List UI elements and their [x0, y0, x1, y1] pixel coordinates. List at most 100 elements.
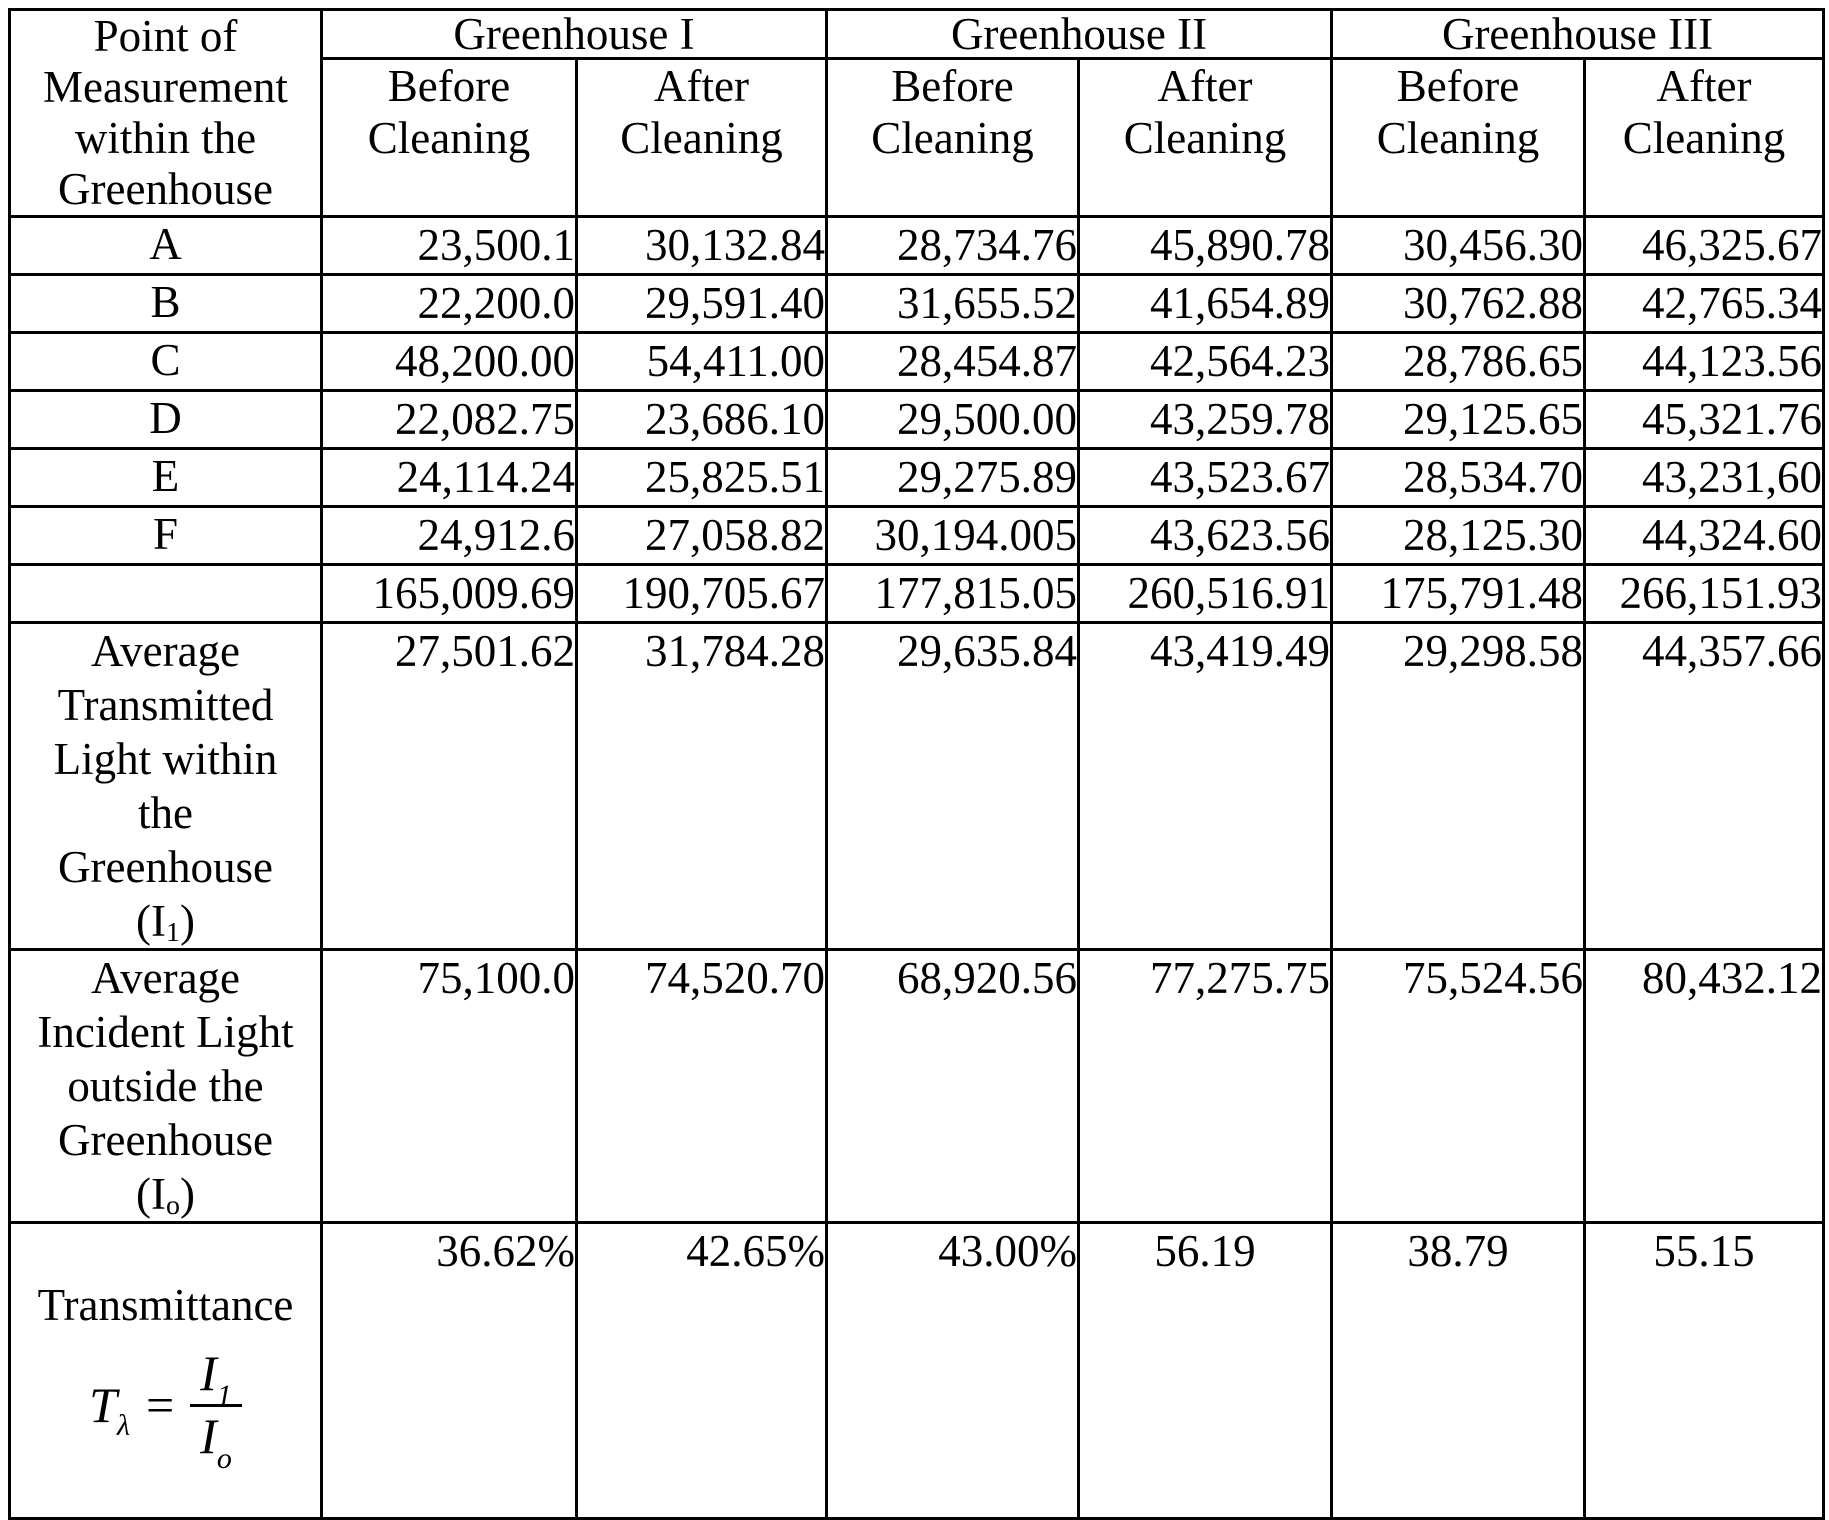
- value-cell: 45,321.76: [1583, 389, 1826, 450]
- value-cell: 42,765.34: [1583, 273, 1826, 334]
- summary-rows: Average Transmitted Light within the Gre…: [8, 621, 1826, 1520]
- group-header-greenhouse-1: Greenhouse I: [320, 8, 828, 60]
- value-cell: 24,114.24: [320, 447, 578, 508]
- avg-incident-row: Average Incident Light outside the Green…: [8, 948, 1826, 1224]
- value-cell: 190,705.67: [575, 563, 828, 624]
- document-page: Point of Measurement within the Greenhou…: [8, 8, 1826, 1520]
- sub-header-before-cleaning: Before Cleaning: [320, 57, 578, 218]
- avg-transmitted-label: Average Transmitted Light within the Gre…: [8, 621, 323, 951]
- value-cell: 44,357.66: [1583, 621, 1826, 951]
- value-cell: 42,564.23: [1076, 331, 1334, 392]
- value-cell: 43,231,60: [1583, 447, 1826, 508]
- sub-header-before-cleaning: Before Cleaning: [825, 57, 1080, 218]
- row-label: A: [8, 215, 323, 276]
- value-cell: 24,912.6: [320, 505, 578, 566]
- value-cell: 22,082.75: [320, 389, 578, 450]
- value-cell: 38.79: [1330, 1221, 1587, 1520]
- corner-header: Point of Measurement within the Greenhou…: [8, 8, 323, 218]
- value-cell: 28,786.65: [1330, 331, 1587, 392]
- value-cell: 36.62%: [320, 1221, 578, 1520]
- value-cell: 48,200.00: [320, 331, 578, 392]
- value-cell: 46,325.67: [1583, 215, 1826, 276]
- value-cell: 28,734.76: [825, 215, 1080, 276]
- transmittance-formula: Tλ = I1 Io: [13, 1346, 319, 1475]
- value-cell: 23,500.1: [320, 215, 578, 276]
- value-cell: 27,501.62: [320, 621, 578, 951]
- group-header-greenhouse-3: Greenhouse III: [1330, 8, 1826, 60]
- value-cell: 42.65%: [575, 1221, 828, 1520]
- value-cell: 27,058.82: [575, 505, 828, 566]
- value-cell: 175,791.48: [1330, 563, 1587, 624]
- value-cell: 56.19: [1076, 1221, 1334, 1520]
- value-cell: 45,890.78: [1076, 215, 1334, 276]
- table-row: C 48,200.00 54,411.00 28,454.87 42,564.23 28,…: [8, 331, 1826, 392]
- value-cell: 266,151.93: [1583, 563, 1826, 624]
- value-cell: 28,454.87: [825, 331, 1080, 392]
- formula-T: Tλ: [89, 1376, 130, 1442]
- avg-transmitted-row: Average Transmitted Light within the Gre…: [8, 621, 1826, 951]
- value-cell: 75,524.56: [1330, 948, 1587, 1224]
- avg-incident-label-text: Average Incident Light outside the Green…: [37, 953, 294, 1165]
- greenhouse-light-table: Point of Measurement within the Greenhou…: [8, 8, 1826, 1520]
- value-cell: 44,324.60: [1583, 505, 1826, 566]
- sub-header-after-cleaning: After Cleaning: [575, 57, 828, 218]
- table-row: B 22,200.0 29,591.40 31,655.52 41,654.89 30,7…: [8, 273, 1826, 334]
- group-header-greenhouse-2: Greenhouse II: [824, 8, 1334, 60]
- value-cell: 28,125.30: [1330, 505, 1587, 566]
- value-cell: 77,275.75: [1076, 948, 1334, 1224]
- value-cell: 30,762.88: [1330, 273, 1587, 334]
- sub-header-row: Before Cleaning After Cleaning Before Cl…: [10, 57, 1826, 218]
- transmittance-label: Transmittance Tλ = I1 Io: [8, 1221, 323, 1520]
- value-cell: 29,500.00: [825, 389, 1080, 450]
- value-cell: 41,654.89: [1076, 273, 1334, 334]
- table-header: Point of Measurement within the Greenhou…: [8, 8, 1826, 218]
- fraction-numerator: I1: [190, 1346, 242, 1411]
- row-label: D: [8, 389, 323, 450]
- value-cell: 80,432.12: [1583, 948, 1826, 1224]
- value-cell: 43,259.78: [1076, 389, 1334, 450]
- sub-header-before-cleaning: Before Cleaning: [1330, 57, 1587, 218]
- value-cell: 54,411.00: [575, 331, 828, 392]
- transmitted-symbol: (I1): [136, 896, 195, 949]
- value-cell: 44,123.56: [1583, 331, 1826, 392]
- value-cell: 29,125.65: [1330, 389, 1587, 450]
- value-cell: 177,815.05: [825, 563, 1080, 624]
- value-cell: 55.15: [1583, 1221, 1826, 1520]
- value-cell: 25,825.51: [575, 447, 828, 508]
- row-label: [8, 563, 323, 624]
- value-cell: 68,920.56: [825, 948, 1080, 1224]
- avg-incident-label: Average Incident Light outside the Green…: [8, 948, 323, 1224]
- value-cell: 165,009.69: [320, 563, 578, 624]
- incident-symbol: (Io): [136, 1169, 195, 1222]
- value-cell: 43.00%: [825, 1221, 1080, 1520]
- table-row: 165,009.69 190,705.67 177,815.05 260,516.91…: [8, 563, 1826, 624]
- value-cell: 43,419.49: [1076, 621, 1334, 951]
- value-cell: 28,534.70: [1330, 447, 1587, 508]
- value-cell: 75,100.0: [320, 948, 578, 1224]
- fraction-denominator: Io: [200, 1408, 232, 1475]
- value-cell: 74,520.70: [575, 948, 828, 1224]
- table-row: D 22,082.75 23,686.10 29,500.00 43,259.78 29,…: [8, 389, 1826, 450]
- transmittance-row: Transmittance Tλ = I1 Io 36.62% 42.65% 4…: [8, 1221, 1826, 1520]
- value-cell: 31,655.52: [825, 273, 1080, 334]
- table-row: A 23,500.1 30,132.84 28,734.76 45,890.78 30,4…: [8, 215, 1826, 276]
- sub-header-after-cleaning: After Cleaning: [1076, 57, 1334, 218]
- value-cell: 29,275.89: [825, 447, 1080, 508]
- sub-header-after-cleaning: After Cleaning: [1583, 57, 1826, 218]
- row-label: B: [8, 273, 323, 334]
- value-cell: 29,635.84: [825, 621, 1080, 951]
- table-row: E 24,114.24 25,825.51 29,275.89 43,523.67 28,…: [8, 447, 1826, 508]
- value-cell: 30,456.30: [1330, 215, 1587, 276]
- formula-equals: =: [145, 1376, 175, 1433]
- value-cell: 31,784.28: [575, 621, 828, 951]
- table-row: F 24,912.6 27,058.82 30,194.005 43,623.56 28,…: [8, 505, 1826, 566]
- formula-fraction: I1 Io: [190, 1346, 242, 1475]
- transmittance-label-text: Transmittance: [37, 1280, 294, 1330]
- row-label: F: [8, 505, 323, 566]
- value-cell: 260,516.91: [1076, 563, 1334, 624]
- value-cell: 43,623.56: [1076, 505, 1334, 566]
- row-label: E: [8, 447, 323, 508]
- value-cell: 30,132.84: [575, 215, 828, 276]
- value-cell: 29,298.58: [1330, 621, 1587, 951]
- value-cell: 43,523.67: [1076, 447, 1334, 508]
